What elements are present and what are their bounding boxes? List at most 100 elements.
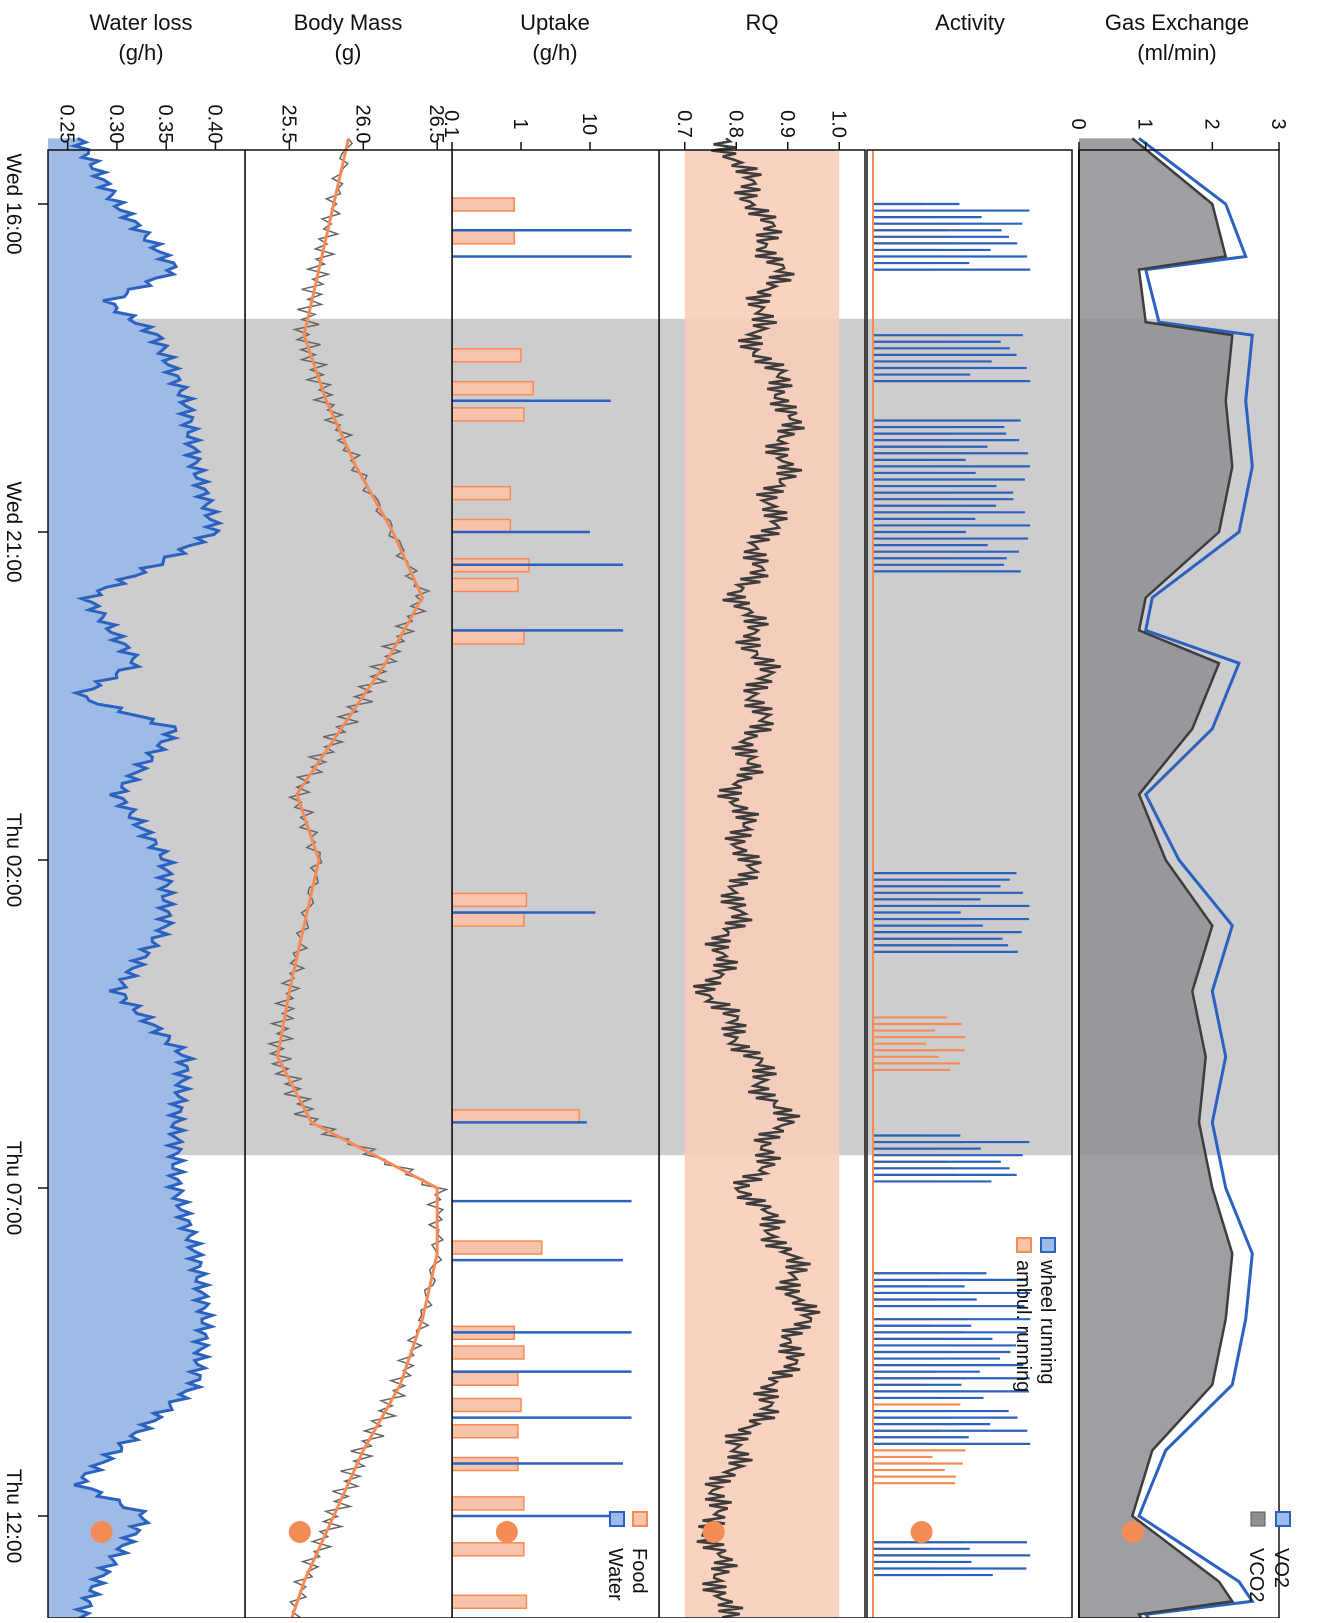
activity-legend: wheel running ambul. running [1012, 1237, 1058, 1392]
time-axis: Wed 16:00 Wed 21:00 Thu 02:00 Thu 07:00 … [2, 153, 25, 1563]
end-marker [90, 1521, 113, 1543]
vo2-swatch [1275, 1511, 1291, 1527]
water-swatch [609, 1511, 625, 1527]
vo2-legend-label: VO2 [1270, 1548, 1292, 1588]
y-tick-label: 0.30 [105, 105, 127, 144]
y-tick-label: 26.5 [425, 105, 447, 144]
y-tick-label: 0.40 [203, 105, 225, 144]
gas-title-1: Gas Exchange [1105, 10, 1249, 35]
food-bar [451, 230, 516, 245]
uptake-title-1: Uptake [520, 10, 590, 35]
food-bar [451, 1345, 525, 1360]
food-bar [451, 630, 525, 645]
night-band [452, 318, 659, 1156]
food-bar [451, 348, 522, 363]
food-bar [451, 1423, 519, 1439]
gas-title-2: (ml/min) [1137, 40, 1216, 65]
ambul-running-legend-label: ambul. running [1012, 1260, 1034, 1392]
food-bar [451, 1109, 581, 1124]
legends: VO2 VCO2 wheel running ambul. running Fo… [604, 1237, 1292, 1602]
time-tick-0: Wed 16:00 [2, 153, 25, 254]
end-marker [910, 1521, 933, 1543]
vo2-line [1137, 137, 1255, 1623]
body-mass-title-2: (g) [335, 40, 362, 65]
uptake-legend: Food Water [604, 1511, 650, 1601]
food-bar [451, 1594, 528, 1610]
y-tick-label: 0.8 [724, 110, 746, 138]
panel-title-gas: Gas Exchange (ml/min) [1105, 10, 1249, 65]
rq-line [693, 137, 821, 1623]
wheel-running-swatch [1040, 1237, 1056, 1253]
y-tick-label: 3 [1267, 118, 1289, 129]
y-tick-label: 26.0 [351, 105, 373, 144]
food-swatch [632, 1511, 648, 1527]
food-bar [451, 485, 512, 501]
body-mass-smooth-line [275, 138, 439, 1623]
end-marker [288, 1521, 311, 1543]
uptake-title-2: (g/h) [532, 40, 577, 65]
panel-5: 0.25 0.30 0.35 0.40 [47, 105, 246, 1623]
food-bar [451, 1240, 543, 1255]
y-tick-label: 0 [1067, 118, 1089, 129]
y-tick-label: 1 [1134, 118, 1156, 129]
time-tick-1: Wed 21:00 [2, 481, 25, 582]
water-loss-title-2: (g/h) [118, 40, 163, 65]
food-bar [451, 577, 519, 593]
end-marker [495, 1521, 518, 1543]
time-tick-3: Thu 07:00 [2, 1141, 25, 1236]
y-tick-label: 0.35 [154, 105, 176, 144]
panel-3: 0.1 1 10 [440, 110, 660, 1619]
ambul-running-swatch [1016, 1237, 1032, 1253]
y-tick-label: 0.7 [673, 110, 695, 138]
food-bar [451, 1397, 522, 1413]
end-marker [1122, 1521, 1144, 1543]
y-tick-label: 0.25 [56, 105, 78, 144]
water-legend-label: Water [604, 1548, 626, 1601]
end-marker [702, 1521, 725, 1543]
panel-title-uptake: Uptake (g/h) [520, 10, 590, 65]
y-tick-label: 0.1 [440, 110, 462, 138]
y-tick-label: 2 [1200, 118, 1222, 129]
panel-title-body-mass: Body Mass (g) [294, 10, 403, 65]
panel-0: 0 1 2 3 [1067, 118, 1289, 1623]
body-mass-raw-line [266, 137, 449, 1623]
y-tick-label: 1.0 [827, 110, 849, 138]
panel-2: 0.7 0.8 0.9 1.0 [658, 110, 866, 1623]
gas-legend: VO2 VCO2 [1245, 1511, 1292, 1602]
night-band [245, 318, 452, 1156]
panel-titles: Gas Exchange (ml/min) Activity RQ Uptake… [89, 10, 1249, 65]
panel-title-rq: RQ [746, 10, 779, 35]
y-tick-label: 0.9 [776, 110, 798, 138]
vco2-line [1130, 137, 1235, 1623]
rq-band [684, 150, 840, 1618]
water-loss-area [48, 138, 220, 1623]
wheel-running-legend-label: wheel running [1036, 1259, 1058, 1385]
y-tick-label: 25.5 [277, 105, 299, 144]
food-bar [451, 407, 525, 422]
y-tick-label: 10 [578, 113, 600, 135]
activity-title-1: Activity [935, 10, 1005, 35]
panel-title-water-loss: Water loss (g/h) [89, 10, 192, 65]
food-bar [451, 1496, 525, 1511]
time-tick-2: Thu 02:00 [2, 813, 25, 908]
rq-title-1: RQ [746, 10, 779, 35]
vco2-area [1079, 138, 1233, 1623]
vco2-legend-label: VCO2 [1245, 1548, 1267, 1602]
food-bar [451, 892, 528, 908]
water-loss-title-1: Water loss [89, 10, 192, 35]
food-bar [451, 380, 534, 396]
panel-4: 25.5 26.0 26.5 [244, 105, 453, 1623]
food-legend-label: Food [628, 1548, 650, 1594]
food-bar [451, 1542, 525, 1557]
panel-title-activity: Activity [935, 10, 1005, 35]
time-tick-4: Thu 12:00 [2, 1469, 25, 1564]
water-loss-line [59, 137, 225, 1623]
food-bar [451, 197, 516, 212]
panel-1 [866, 149, 1073, 1619]
food-bar [451, 518, 512, 534]
food-bar [451, 1371, 519, 1386]
